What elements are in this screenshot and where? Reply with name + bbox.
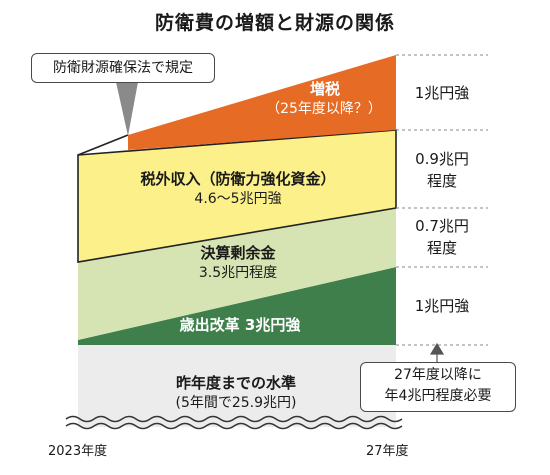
nontax-label: 税外収入（防衛力強化資金） [140,170,336,188]
tax-increase-band [128,55,396,150]
base-level-area [78,345,396,427]
reform-amount: 1兆円強 [414,297,470,315]
page-title: 防衛費の増額と財源の関係 [154,12,395,34]
surplus-amount-line1: 0.7兆円 [415,217,469,235]
required-callout: 27年度以降に 年4兆円程度必要 [360,362,516,412]
nontax-amount-line1: 0.9兆円 [415,150,469,168]
spending-reform-band [78,267,396,345]
nontax-sublabel: 4.6～5兆円強 [194,191,282,207]
nontax-amount-line2: 程度 [426,172,457,190]
wavy-break-line-2 [65,422,403,430]
tax-sublabel: （25年度以降？） [266,101,382,117]
separator-line [77,134,129,156]
required-amount-arrow [429,342,445,362]
axis-start-label: 2023年度 [48,444,108,459]
law-callout: 防衛財源確保法で規定 [31,53,215,83]
law-callout-text: 防衛財源確保法で規定 [53,60,193,76]
surplus-sublabel: 3.5兆円程度 [198,265,278,281]
tax-label: 増税 [309,80,340,98]
tax-amount: 1兆円強 [414,84,470,102]
required-callout-line2: 年4兆円程度必要 [384,388,492,404]
base-sublabel: (5年間で25.9兆円) [175,395,297,411]
law-callout-pointer [116,82,138,136]
wavy-break-line [65,415,403,423]
base-label: 昨年度までの水準 [175,374,296,392]
required-callout-line1: 27年度以降に [394,367,482,383]
settlement-surplus-band [78,208,396,340]
surplus-label: 決算剰余金 [200,244,276,262]
axis-end-label: 27年度 [366,444,409,459]
surplus-amount-line2: 程度 [426,239,457,257]
reform-label: 歳出改革 3兆円強 [179,316,301,334]
